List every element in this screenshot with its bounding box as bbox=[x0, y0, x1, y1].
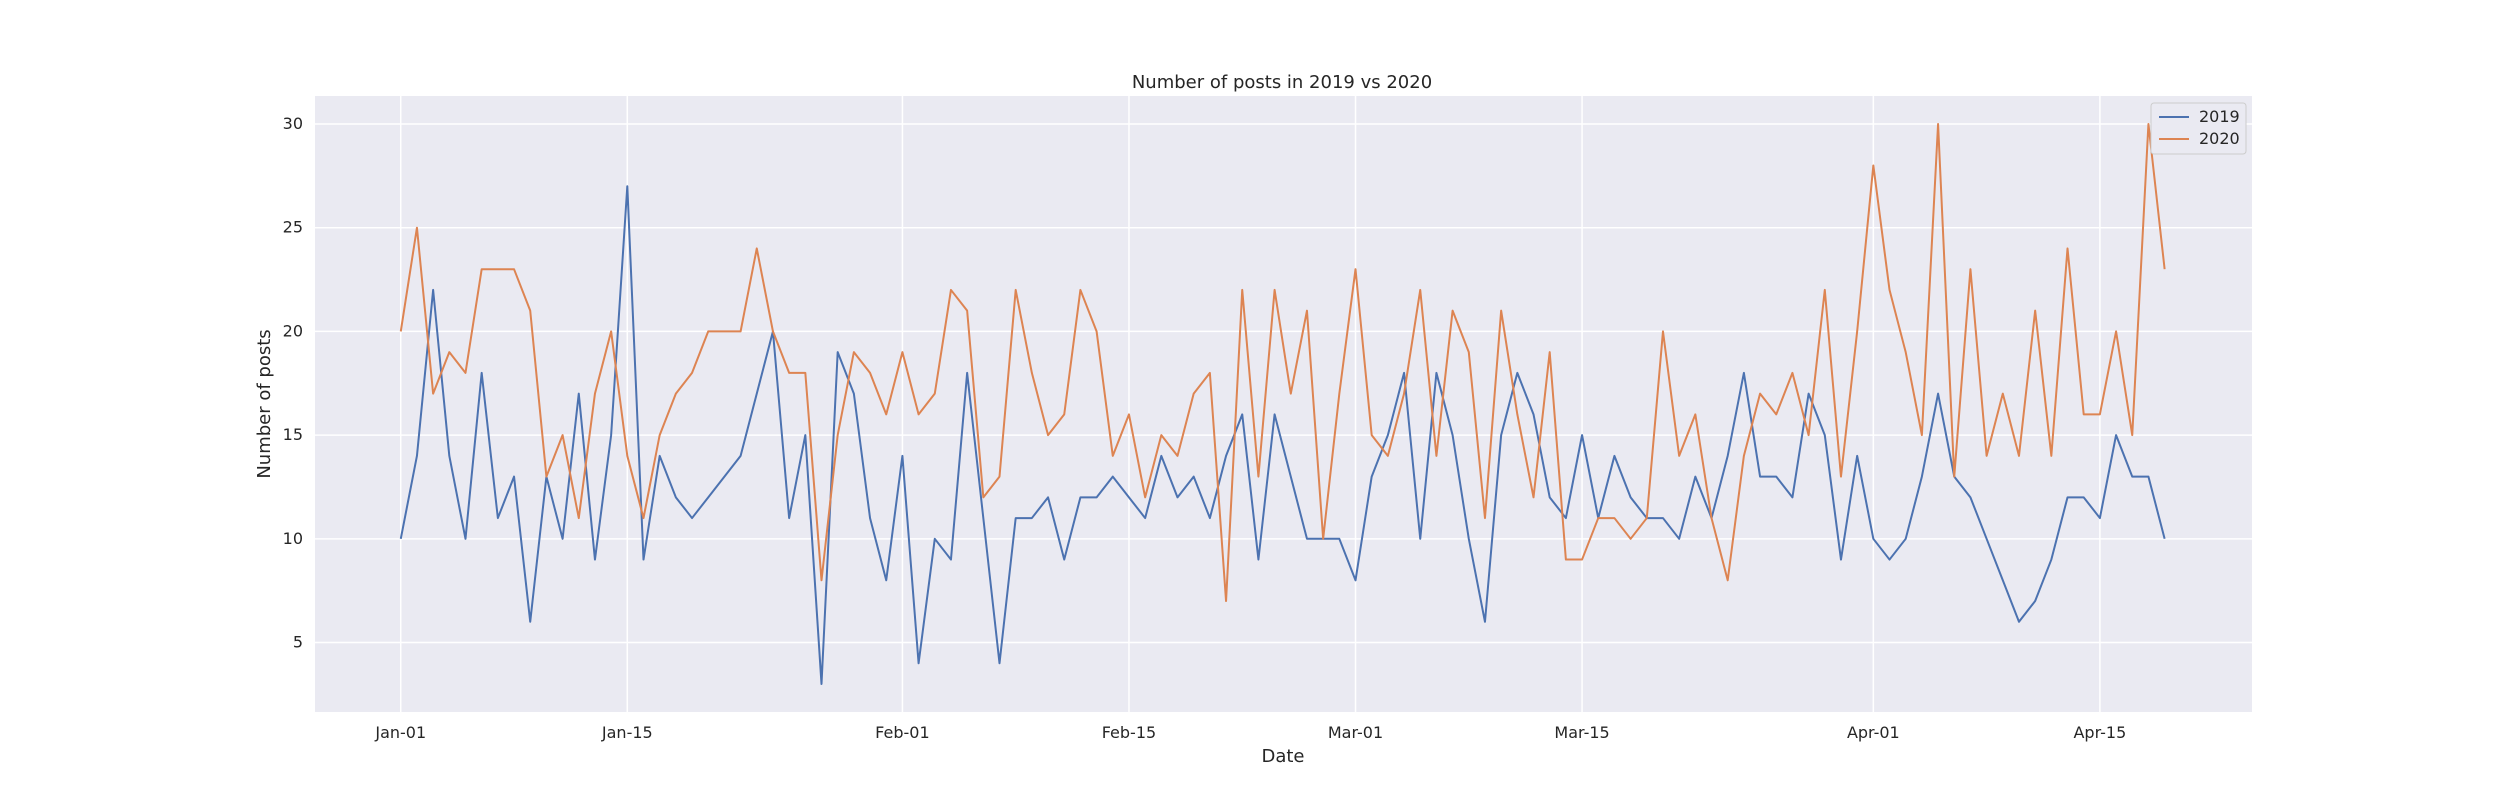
series-line-2020 bbox=[399, 123, 2166, 603]
y-tick-label: 5 bbox=[293, 633, 303, 652]
x-tick-label: Feb-15 bbox=[1102, 723, 1156, 742]
x-tick-label: Jan-01 bbox=[374, 723, 426, 742]
x-tick-label: Apr-15 bbox=[2073, 723, 2126, 742]
y-axis-ticks: 5 10 15 20 25 30 bbox=[283, 114, 303, 652]
x-axis-ticks: Jan-01 Jan-15 Feb-01 Feb-15 Mar-01 Mar-15 Apr-… bbox=[374, 723, 2126, 742]
x-tick-label: Apr-01 bbox=[1847, 723, 1900, 742]
x-tick-label: Mar-01 bbox=[1328, 723, 1383, 742]
y-axis-title: Number of posts bbox=[254, 329, 275, 478]
plot-area bbox=[315, 96, 2252, 712]
series-line-2019 bbox=[399, 185, 2166, 685]
y-tick-label: 30 bbox=[283, 114, 303, 133]
y-tick-label: 15 bbox=[283, 425, 303, 444]
y-tick-label: 10 bbox=[283, 529, 303, 548]
legend: 2019 2020 bbox=[2150, 102, 2247, 155]
chart-title: Number of posts in 2019 vs 2020 bbox=[1132, 72, 1432, 93]
legend-label-2020: 2020 bbox=[2199, 129, 2240, 148]
series-lines bbox=[399, 123, 2166, 685]
x-tick-label: Jan-15 bbox=[601, 723, 653, 742]
y-tick-label: 25 bbox=[283, 218, 303, 237]
legend-box bbox=[2150, 102, 2247, 155]
legend-label-2019: 2019 bbox=[2199, 107, 2240, 126]
x-tick-label: Feb-01 bbox=[875, 723, 929, 742]
y-tick-label: 20 bbox=[283, 321, 303, 340]
x-tick-label: Mar-15 bbox=[1554, 723, 1609, 742]
x-axis-title: Date bbox=[1261, 746, 1304, 767]
